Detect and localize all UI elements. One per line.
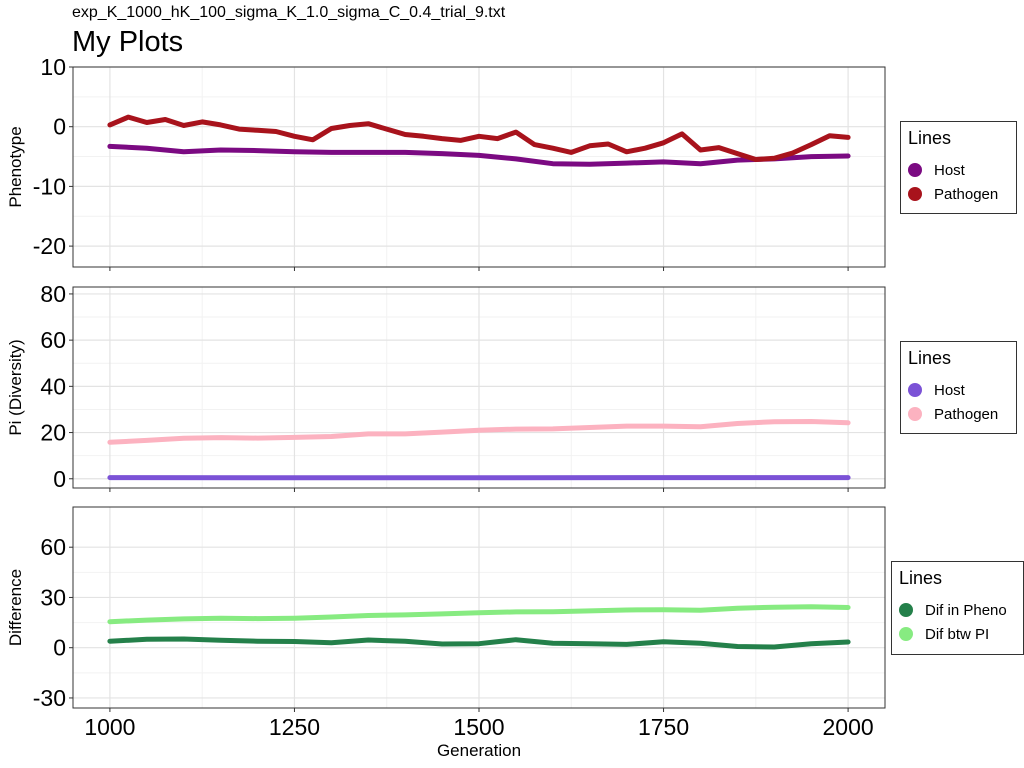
y-tick-label: 10 (40, 54, 66, 80)
legend-diversity: Lines Host Pathogen (900, 341, 1017, 434)
legend-phenotype: Lines Host Pathogen (900, 121, 1017, 214)
legend-item-pathogen: Pathogen (908, 403, 998, 425)
legend-item-pathogen: Pathogen (908, 183, 998, 205)
x-tick-label: 1250 (269, 714, 320, 740)
y-tick-label: 80 (40, 281, 66, 307)
plot-title: My Plots (72, 26, 184, 58)
legend-label: Host (934, 161, 965, 179)
y-tick-label: 60 (40, 534, 66, 560)
series-line-dif-btw-pi (107, 604, 851, 625)
y-tick-label: 20 (40, 420, 66, 446)
legend-label: Host (934, 381, 965, 399)
legend-key-host (908, 163, 922, 177)
legend-title: Lines (908, 128, 952, 148)
x-tick-label: 1000 (84, 714, 135, 740)
legend-key-pathogen (908, 187, 922, 201)
y-tick-label: 30 (40, 584, 66, 610)
y-tick-label: 0 (53, 635, 66, 661)
legend-key-dif-pi (899, 627, 913, 641)
plot-subtitle: exp_K_1000_hK_100_sigma_K_1.0_sigma_C_0.… (72, 4, 506, 21)
series-line-dif-in-pheno (107, 636, 851, 650)
x-tick-label: 1500 (453, 714, 504, 740)
series-line-host (107, 143, 851, 167)
legend-item-host: Host (908, 159, 965, 181)
legend-item-host: Host (908, 379, 965, 401)
legend-key-pathogen (908, 407, 922, 421)
legend-label: Pathogen (934, 405, 999, 423)
y-axis-label: Pi (Diversity) (6, 339, 25, 435)
legend-key-host (908, 383, 922, 397)
y-axis-label: Phenotype (6, 126, 25, 207)
legend-label: Dif in Pheno (925, 601, 1007, 619)
legend-title: Lines (908, 348, 952, 368)
legend-item-dif-pheno: Dif in Pheno (899, 599, 1007, 621)
y-tick-label: -20 (33, 233, 66, 259)
legend-key-dif-pheno (899, 603, 913, 617)
y-tick-label: 60 (40, 327, 66, 353)
x-tick-label: 2000 (823, 714, 874, 740)
legend-item-dif-pi: Dif btw PI (899, 623, 989, 645)
x-axis-label: Generation (437, 741, 521, 760)
series-line-pathogen (107, 419, 851, 445)
legend-title: Lines (899, 568, 943, 588)
y-tick-label: -10 (33, 173, 66, 199)
legend-difference: Lines Dif in Pheno Dif btw PI (891, 561, 1024, 655)
y-tick-label: 0 (53, 466, 66, 492)
y-tick-label: 40 (40, 373, 66, 399)
y-tick-label: -30 (33, 685, 66, 711)
legend-label: Dif btw PI (925, 625, 990, 643)
legend-label: Pathogen (934, 185, 999, 203)
y-axis-label: Difference (6, 569, 25, 646)
series-line-pathogen (107, 114, 851, 162)
x-tick-label: 1750 (638, 714, 689, 740)
y-tick-label: 0 (53, 114, 66, 140)
